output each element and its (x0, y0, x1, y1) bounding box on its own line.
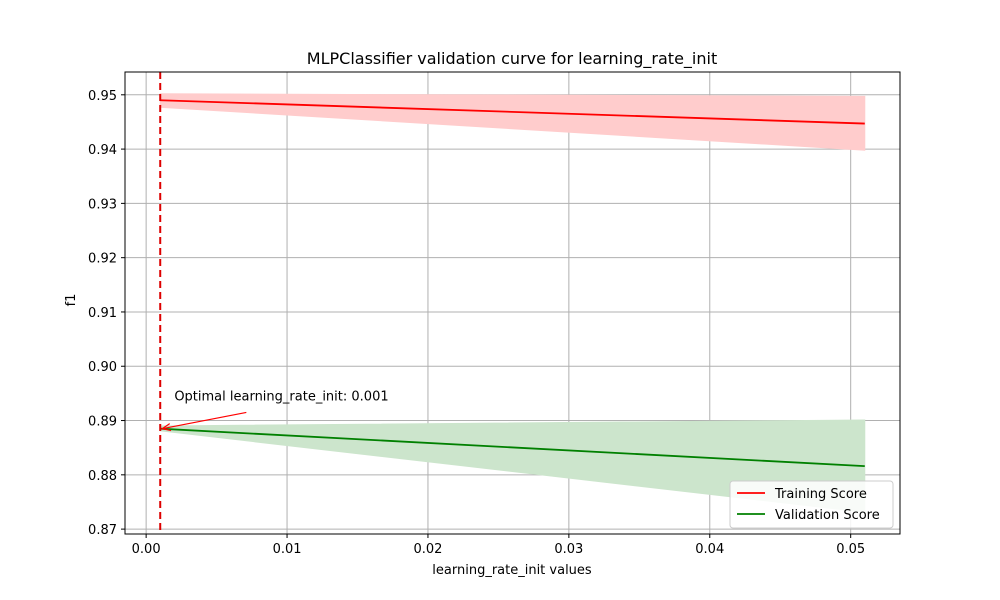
y-tick-label-7: 0.94 (88, 143, 117, 158)
optimal-annotation-label: Optimal learning_rate_init: 0.001 (174, 389, 388, 404)
plot-frame (124, 71, 901, 535)
y-tick-label-5: 0.92 (88, 252, 117, 267)
training-score-band (159, 93, 866, 151)
legend-items: Training Score Validation Score (737, 487, 880, 523)
x-tick-label-1: 0.01 (273, 542, 302, 557)
x-tick-label-4: 0.04 (695, 542, 724, 557)
confidence-bands (159, 93, 866, 513)
legend: Training Score Validation Score (729, 480, 894, 529)
optimal-annotation: Optimal learning_rate_init: 0.001 (159, 72, 389, 534)
annotation-arrow (162, 411, 247, 430)
y-axis-ticks: 0.87 0.88 0.89 0.90 0.91 0.92 0.93 0.94 0.95 (88, 89, 125, 538)
y-tick-label-8: 0.95 (88, 89, 117, 104)
x-axis-ticks: 0.00 0.01 0.02 0.03 0.04 0.05 (132, 534, 865, 557)
x-tick-label-5: 0.05 (836, 542, 865, 557)
y-tick-label-4: 0.91 (88, 306, 117, 321)
x-axis-title: learning_rate_init values (432, 563, 592, 578)
y-tick-label-6: 0.93 (88, 197, 117, 212)
y-tick-label-1: 0.88 (88, 469, 117, 484)
legend-box (729, 480, 894, 529)
y-tick-label-2: 0.89 (88, 415, 117, 430)
y-tick-label-0: 0.87 (88, 523, 117, 538)
validation-score-line (160, 427, 865, 468)
chart-title: MLPClassifier validation curve for learn… (307, 49, 717, 69)
y-tick-label-3: 0.90 (88, 360, 117, 375)
legend-label-training-score: Training Score (774, 487, 867, 502)
annotation-arrow-head (160, 423, 172, 432)
x-tick-label-3: 0.03 (554, 542, 583, 557)
legend-label-validation-score: Validation Score (775, 508, 880, 523)
x-tick-label-2: 0.02 (413, 542, 442, 557)
training-score-line (160, 99, 865, 125)
y-axis-title: f1 (64, 294, 79, 307)
x-tick-label-0: 0.00 (132, 542, 161, 557)
series-lines (160, 99, 865, 468)
